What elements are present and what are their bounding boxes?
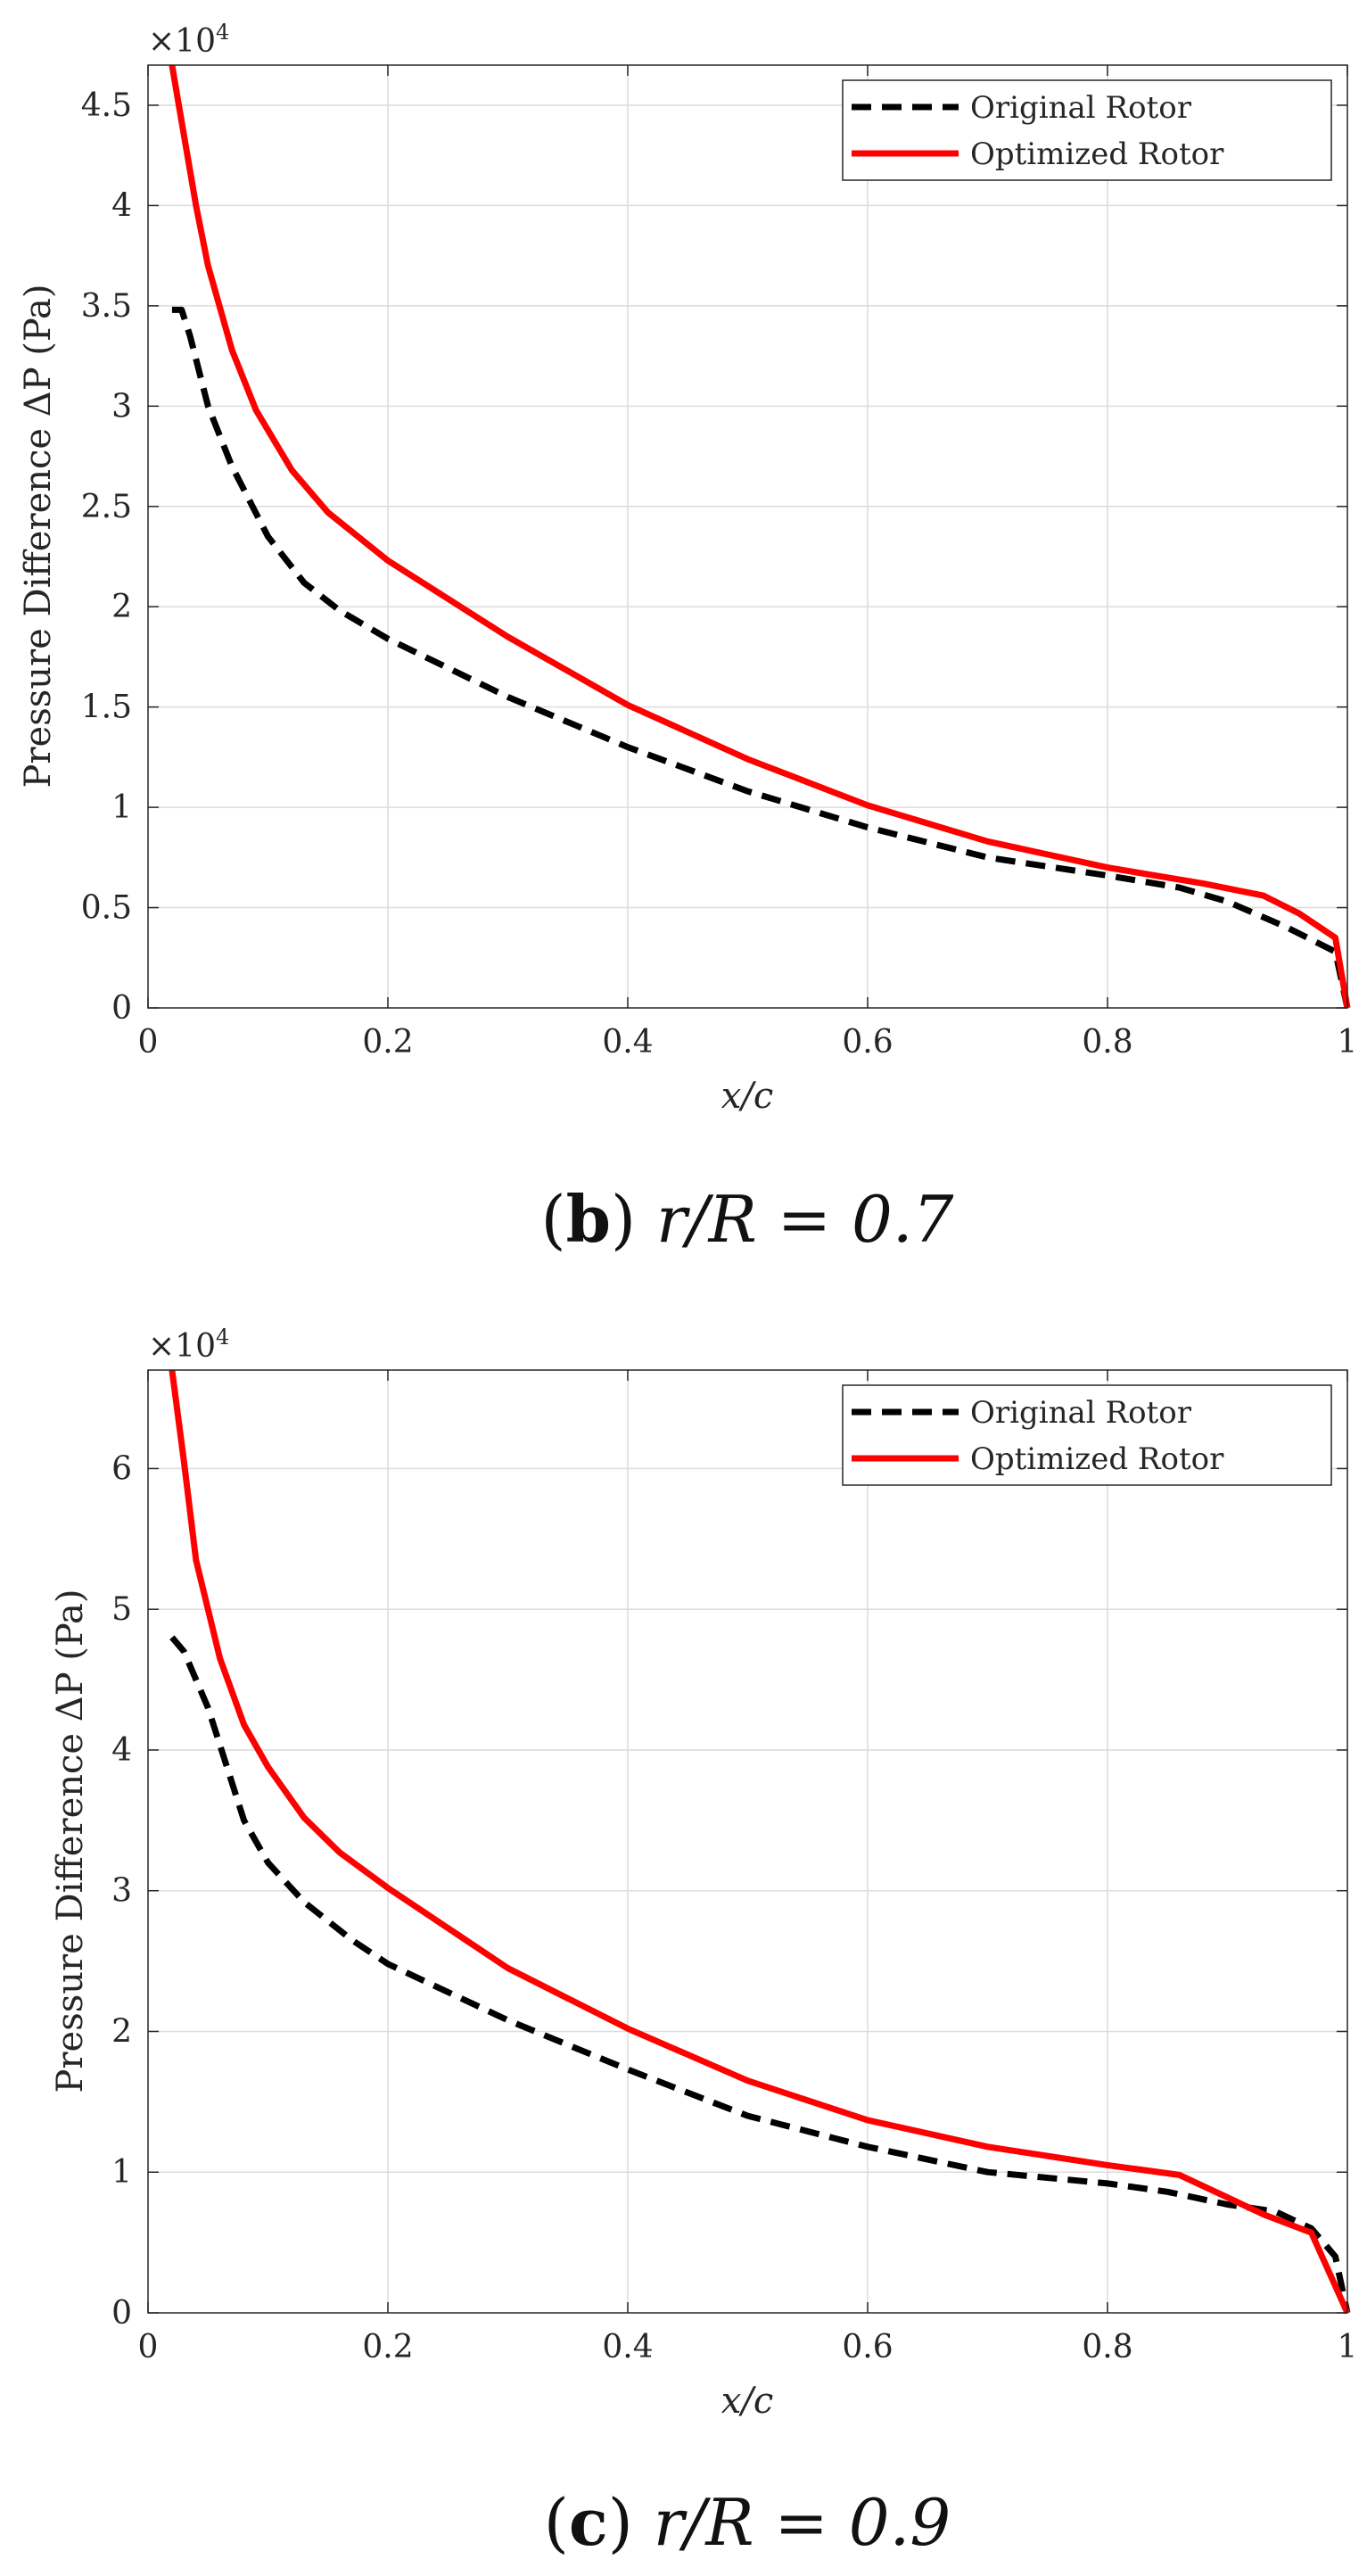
y-tick-label: 4 [111, 1732, 132, 1769]
chart-caption: (b) r/R = 0.7 [541, 1181, 954, 1257]
legend: Original Rotor Optimized Rotor [842, 1384, 1332, 1486]
y-tick-label: 1.5 [81, 689, 132, 726]
y-tick-label: 5 [111, 1591, 132, 1628]
axes-box [147, 1369, 1348, 2314]
x-tick-label: 0.4 [602, 1024, 653, 1061]
y-axis-label: Pressure Difference ΔP (Pa) [50, 1589, 91, 2093]
x-tick-label: 0.6 [842, 2329, 893, 2365]
y-tick-label: 3.5 [81, 288, 132, 325]
legend-label-optimized: Optimized Rotor [970, 136, 1224, 172]
y-tick-label: 4 [111, 187, 132, 224]
x-tick-label: 0.4 [602, 2329, 653, 2365]
legend-label-original: Original Rotor [970, 90, 1192, 126]
series-line-optimized-rotor [169, 1369, 1351, 2315]
x-tick-label: 1 [1338, 2329, 1358, 2365]
x-tick-label: 0.2 [362, 1024, 413, 1061]
y-axis-label: Pressure Difference ΔP (Pa) [18, 284, 59, 788]
y-tick-label: 3 [111, 1873, 132, 1910]
chart-caption: (c) r/R = 0.9 [544, 2484, 951, 2560]
x-tick-label: 0.8 [1082, 1024, 1132, 1061]
x-tick-label: 0.6 [842, 1024, 893, 1061]
x-tick-labels: 0 0.2 0.4 0.6 0.8 1 [138, 1024, 1358, 1061]
plot-area [148, 1370, 1347, 2313]
legend-box [842, 79, 1332, 181]
series-line-optimized-rotor [169, 64, 1351, 1009]
y-tick-label: 0.5 [81, 890, 132, 927]
y-tick-label: 0 [111, 2295, 132, 2332]
series-layer [169, 64, 1351, 1009]
legend-label-original: Original Rotor [970, 1395, 1192, 1431]
y-tick-label: 3 [111, 388, 132, 425]
y-multiplier: ×104 [148, 20, 229, 60]
y-tick-label: 1 [111, 789, 132, 826]
series-layer [169, 1369, 1351, 2315]
legend: Original Rotor Optimized Rotor [842, 79, 1332, 181]
y-tick-label: 1 [111, 2154, 132, 2191]
x-axis-label: x/c [721, 1076, 773, 1117]
y-tick-label: 6 [111, 1450, 132, 1487]
x-tick-label: 0 [138, 2329, 159, 2365]
chart-r-over-R-0-7: 0 0.2 0.4 0.6 0.8 1 0 0.5 1 1.5 2 2.5 3 3.5 4 4.5 ×104… [18, 20, 1357, 1257]
x-tick-label: 0 [138, 1024, 159, 1061]
legend-label-optimized: Optimized Rotor [970, 1441, 1224, 1477]
gridlines [148, 65, 1347, 1008]
x-tick-label: 0.2 [362, 2329, 413, 2365]
y-tick-label: 4.5 [81, 87, 132, 124]
y-tick-label: 2.5 [81, 489, 132, 525]
x-tick-label: 0.8 [1082, 2329, 1132, 2365]
y-tick-label: 2 [111, 2013, 132, 2050]
x-tick-labels: 0 0.2 0.4 0.6 0.8 1 [138, 2329, 1358, 2365]
tick-marks [147, 1370, 1348, 2314]
x-tick-label: 1 [1338, 1024, 1358, 1061]
y-tick-labels: 0 0.5 1 1.5 2 2.5 3 3.5 4 4.5 [81, 87, 132, 1027]
y-multiplier: ×104 [148, 1325, 229, 1365]
x-axis-label: x/c [721, 2381, 773, 2422]
plot-area [148, 65, 1347, 1008]
y-tick-labels: 0 1 2 3 4 5 6 [111, 1450, 132, 2332]
series-line-original-rotor [169, 1635, 1351, 2314]
legend-box [842, 1384, 1332, 1486]
chart-r-over-R-0-9: 0 0.2 0.4 0.6 0.8 1 0 1 2 3 4 5 6 ×104 x/c Pressure… [50, 1325, 1357, 2560]
tick-marks [147, 65, 1348, 1009]
y-tick-label: 0 [111, 990, 132, 1027]
series-line-original-rotor [171, 306, 1351, 1009]
y-tick-label: 2 [111, 589, 132, 625]
axes-box [147, 64, 1348, 1009]
